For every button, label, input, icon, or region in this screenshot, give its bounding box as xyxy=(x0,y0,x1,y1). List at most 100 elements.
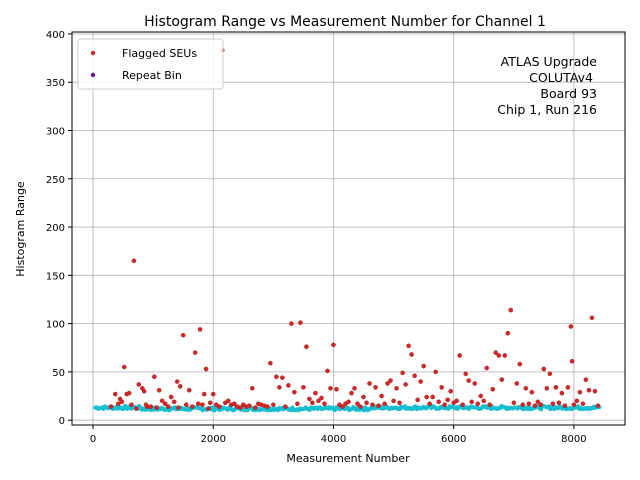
flagged-point xyxy=(307,396,312,402)
y-tick-label: 0 xyxy=(59,416,65,427)
flagged-point xyxy=(523,386,529,391)
flagged-point xyxy=(544,386,550,391)
chart-title: Histogram Range vs Measurement Number fo… xyxy=(144,14,546,30)
flagged-point xyxy=(141,388,147,394)
flagged-point xyxy=(412,373,417,379)
flagged-point xyxy=(207,400,213,406)
x-tick-label: 4000 xyxy=(321,434,346,445)
y-axis: 0 50 100 150 200 250 300 350 400 xyxy=(46,30,72,427)
flagged-point xyxy=(382,401,387,407)
flagged-point xyxy=(595,403,601,408)
flagged-point xyxy=(463,371,469,377)
flagged-point xyxy=(400,370,405,376)
flagged-point xyxy=(457,353,463,358)
flagged-point xyxy=(340,404,345,409)
flagged-point xyxy=(508,307,514,313)
flagged-point xyxy=(328,386,333,391)
flagged-point xyxy=(349,390,354,396)
flagged-point xyxy=(569,358,575,364)
flagged-point xyxy=(316,398,321,404)
flagged-point xyxy=(310,400,315,406)
flagged-point xyxy=(559,390,565,396)
flagged-point xyxy=(421,363,426,369)
flagged-point xyxy=(478,393,484,399)
flagged-point xyxy=(430,394,435,400)
flagged-point xyxy=(592,388,598,394)
flagged-point xyxy=(154,405,160,410)
flagged-point xyxy=(222,400,228,406)
flagged-point xyxy=(162,401,168,407)
x-tick-label: 0 xyxy=(90,434,96,445)
flagged-point xyxy=(129,402,134,408)
flagged-point xyxy=(427,401,432,407)
flagged-point xyxy=(168,394,174,400)
y-tick-label: 250 xyxy=(46,175,65,186)
flagged-point xyxy=(108,404,114,409)
flagged-point xyxy=(180,332,186,338)
flagged-point xyxy=(274,374,279,380)
annotation-line-1: ATLAS Upgrade xyxy=(501,54,598,69)
flagged-point xyxy=(171,399,177,405)
legend-label-repeat: Repeat Bin xyxy=(122,69,182,82)
flagged-point xyxy=(433,369,438,375)
flagged-point xyxy=(165,404,171,409)
flagged-point xyxy=(496,353,502,358)
y-tick-label: 350 xyxy=(46,78,65,89)
flagged-point xyxy=(565,385,571,390)
flagged-point xyxy=(331,342,336,348)
flagged-point xyxy=(580,401,586,407)
flagged-point xyxy=(271,402,276,408)
flagged-point xyxy=(183,402,189,408)
flagged-point xyxy=(493,350,499,355)
flagged-point xyxy=(346,399,351,405)
x-axis-label: Measurement Number xyxy=(286,452,410,465)
x-tick-label: 2000 xyxy=(201,434,226,445)
flagged-point xyxy=(550,401,556,407)
flagged-point xyxy=(203,366,209,372)
flagged-point xyxy=(406,343,411,349)
y-axis-label: Histogram Range xyxy=(14,181,27,277)
flagged-point xyxy=(418,379,423,384)
flagged-point xyxy=(373,385,378,390)
x-tick-label: 6000 xyxy=(441,434,466,445)
flagged-point xyxy=(152,374,157,380)
flagged-point xyxy=(547,371,553,377)
flagged-point xyxy=(156,387,162,393)
plot-frame xyxy=(71,31,626,426)
flagged-point xyxy=(445,397,450,403)
y-tick-label: 200 xyxy=(46,223,65,234)
annotation-box: ATLAS Upgrade COLUTAv4 Board 93 Chip 1, … xyxy=(497,54,597,117)
x-tick-label: 8000 xyxy=(561,434,586,445)
flagged-point xyxy=(370,402,375,408)
flagged-point xyxy=(298,320,303,325)
flagged-point xyxy=(574,398,580,404)
flagged-point xyxy=(283,404,288,409)
legend-marker-repeat xyxy=(90,72,96,78)
flagged-point xyxy=(562,403,568,408)
flagged-point xyxy=(589,315,595,321)
flagged-point xyxy=(481,398,487,404)
flagged-point xyxy=(216,404,222,409)
flagged-point xyxy=(119,399,125,405)
flagged-point xyxy=(200,402,205,408)
y-tick-label: 100 xyxy=(46,320,65,331)
flagged-point xyxy=(538,402,544,408)
flagged-point xyxy=(571,402,577,408)
flagged-point xyxy=(289,321,294,326)
flagged-point xyxy=(499,377,505,382)
flagged-point xyxy=(364,400,369,406)
grid-lines xyxy=(72,32,625,425)
flagged-point xyxy=(210,391,216,397)
flagged-point xyxy=(385,381,390,386)
flagged-point xyxy=(301,385,306,390)
flagged-point xyxy=(206,406,211,411)
flagged-point xyxy=(541,366,547,372)
flagged-point xyxy=(112,391,118,397)
flagged-point xyxy=(583,377,589,382)
flagged-point xyxy=(424,394,429,400)
flagged-point xyxy=(556,400,562,406)
flagged-point xyxy=(319,395,324,401)
flagged-point xyxy=(379,393,384,399)
flagged-point xyxy=(535,399,541,405)
